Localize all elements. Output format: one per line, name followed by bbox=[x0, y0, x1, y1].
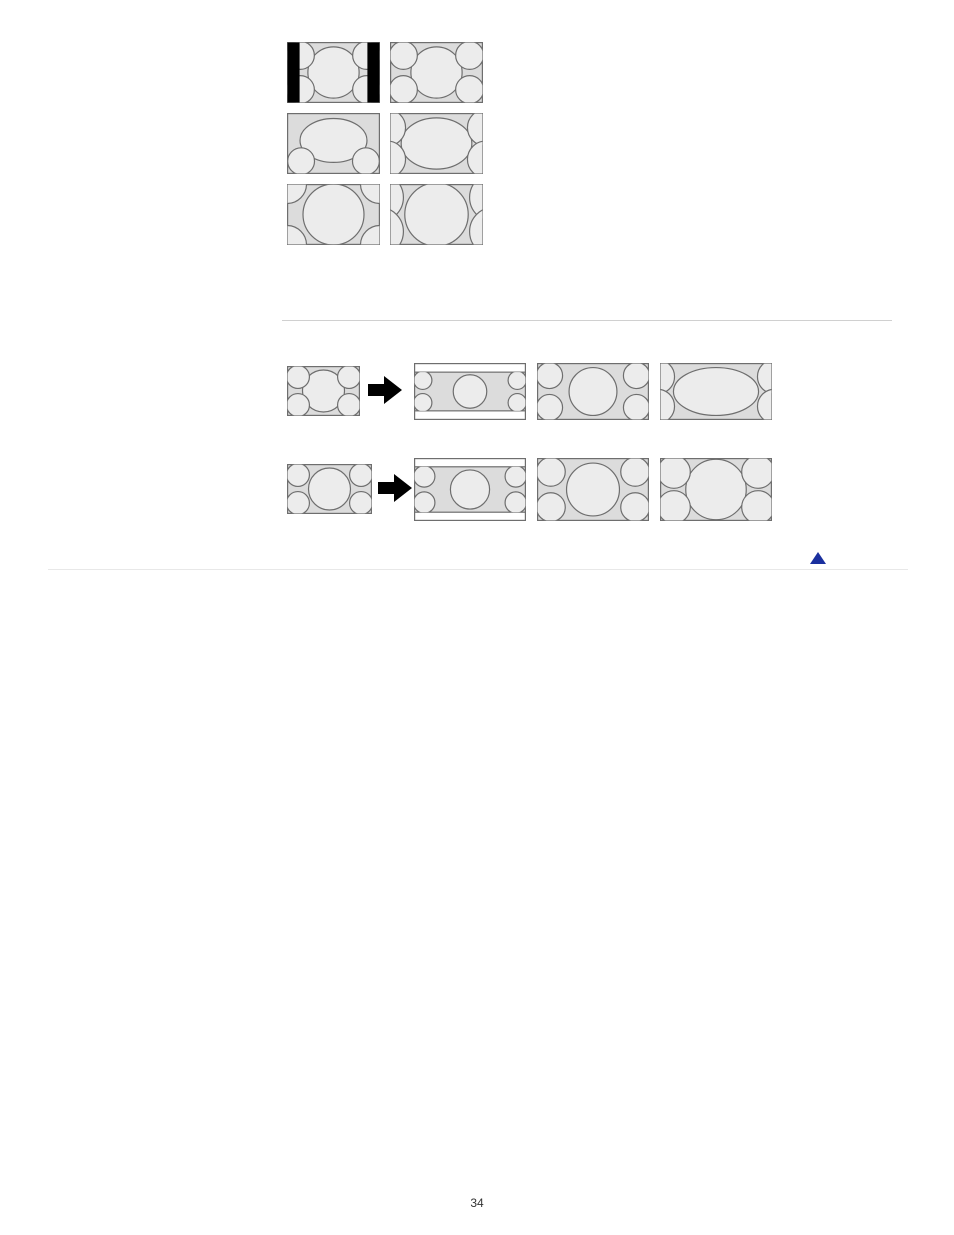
document-page: 34 bbox=[0, 0, 954, 1235]
aspect-ratio-tile bbox=[660, 363, 772, 420]
back-to-top-icon[interactable] bbox=[810, 552, 826, 564]
aspect-ratio-tile bbox=[287, 184, 380, 245]
aspect-ratio-tile bbox=[287, 42, 380, 103]
arrow-right-icon bbox=[368, 374, 402, 406]
aspect-ratio-tile bbox=[537, 458, 649, 521]
page-number: 34 bbox=[0, 1196, 954, 1210]
aspect-ratio-tile bbox=[660, 458, 772, 521]
aspect-ratio-tile bbox=[287, 366, 360, 416]
aspect-ratio-tile bbox=[414, 458, 526, 521]
aspect-ratio-tile bbox=[390, 113, 483, 174]
aspect-ratio-tile bbox=[287, 113, 380, 174]
aspect-ratio-tile bbox=[390, 42, 483, 103]
separator bbox=[48, 569, 908, 570]
separator bbox=[282, 320, 892, 321]
arrow-right-icon bbox=[378, 472, 412, 504]
aspect-ratio-tile bbox=[414, 363, 526, 420]
aspect-ratio-tile bbox=[537, 363, 649, 420]
aspect-ratio-tile bbox=[287, 464, 372, 514]
aspect-ratio-tile bbox=[390, 184, 483, 245]
